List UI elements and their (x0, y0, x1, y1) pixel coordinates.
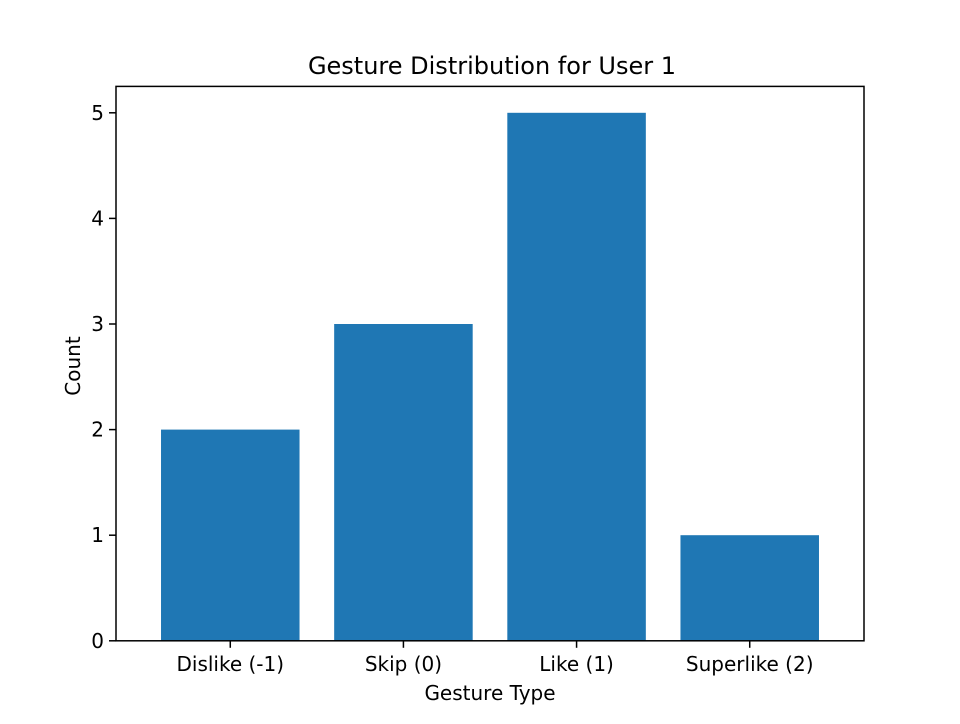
plot-frame (115, 85, 865, 642)
y-tick-label: 4 (91, 206, 104, 230)
bar (680, 535, 819, 641)
chart-title: Gesture Distribution for User 1 (308, 52, 676, 80)
y-tick-label: 0 (91, 629, 104, 653)
y-tick-label: 2 (91, 418, 104, 442)
x-axis-label: Gesture Type (424, 681, 555, 705)
x-axis: Dislike (-1) Skip (0) Like (1) Superlike (2… (176, 640, 814, 676)
x-tick-label: Superlike (2) (686, 652, 814, 676)
x-tick-label: Like (1) (539, 652, 614, 676)
bar (334, 324, 473, 641)
bar (507, 112, 646, 641)
y-tick-label: 3 (91, 312, 104, 336)
x-tick-label: Dislike (-1) (176, 652, 284, 676)
bar (161, 429, 300, 641)
y-tick-label: 1 (91, 523, 104, 547)
bars-group (161, 112, 819, 641)
y-tick-label: 5 (91, 101, 104, 125)
y-axis: 0 1 2 3 4 5 (91, 101, 116, 653)
x-tick-label: Skip (0) (365, 652, 442, 676)
y-axis-label: Count (61, 336, 85, 396)
